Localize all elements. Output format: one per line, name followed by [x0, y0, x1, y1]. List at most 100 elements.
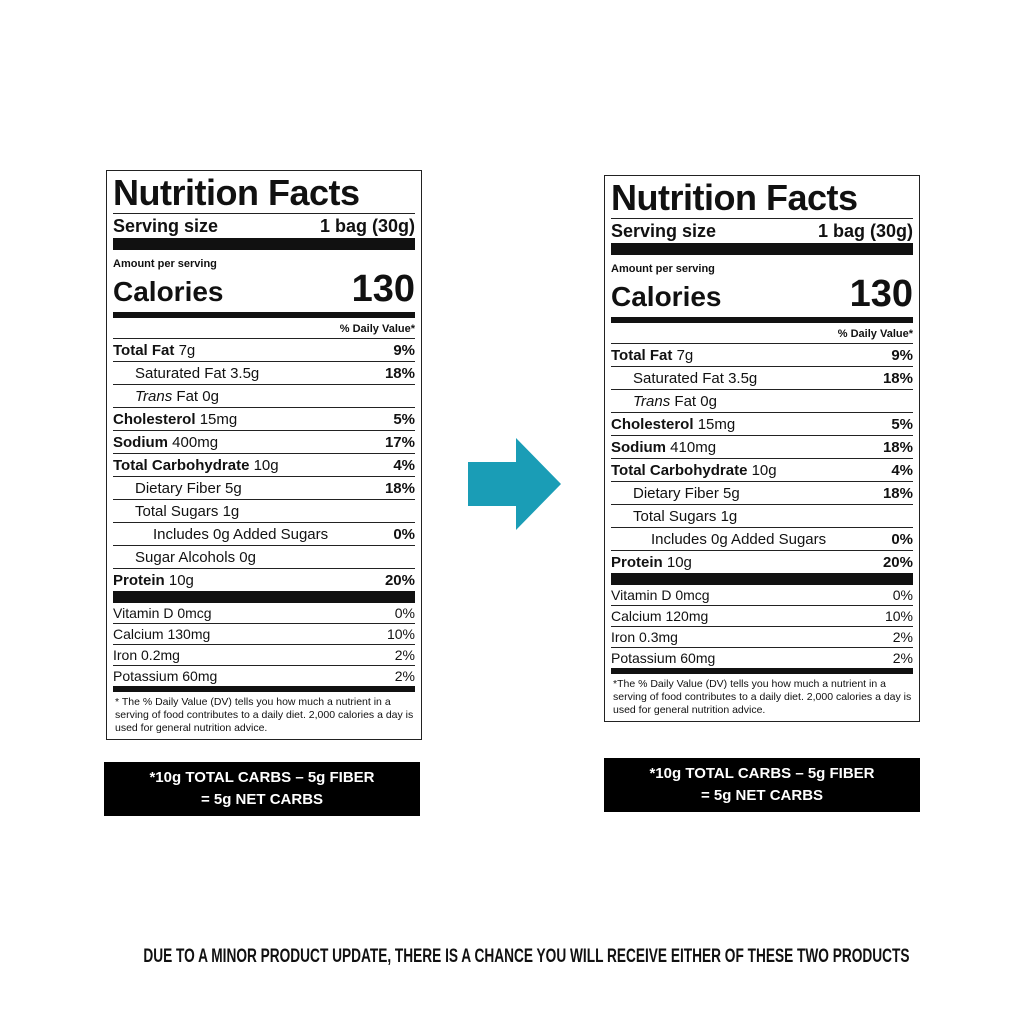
- nutrient-name-group: Sugar Alcohols 0g: [135, 549, 256, 566]
- vitamin-dv: 2%: [394, 668, 415, 684]
- nutrient-row: Trans Fat 0g: [611, 389, 913, 412]
- vitamin-row: Potassium 60mg 2%: [113, 665, 415, 686]
- nutrient-amount: 10g: [751, 461, 777, 479]
- nutrient-name-group: Sodium 410mg: [611, 439, 716, 456]
- net-carbs-line: *10g TOTAL CARBS – 5g FIBER: [649, 765, 875, 782]
- nutrient-dv: 4%: [891, 461, 913, 479]
- nutrient-row: Total Sugars 1g: [113, 499, 415, 522]
- nutrient-name-group: Total Sugars 1g: [633, 508, 737, 525]
- nutrient-name-group: Dietary Fiber 5g: [135, 480, 242, 497]
- nutrient-name: Fat: [674, 392, 697, 410]
- medium-rule: [611, 317, 913, 323]
- serving-label: Serving size: [611, 220, 717, 241]
- vitamin-dv: 10%: [386, 626, 415, 642]
- nutrient-name-group: Total Carbohydrate 10g: [611, 462, 777, 479]
- serving-label: Serving size: [113, 215, 219, 236]
- nutrient-row: Protein 10g 20%: [113, 568, 415, 591]
- nutrient-name: Protein: [113, 571, 165, 589]
- nutrient-row: Protein 10g 20%: [611, 550, 913, 573]
- nutrient-dv: 9%: [891, 346, 913, 364]
- serving-value: 1 bag (30g): [319, 215, 415, 236]
- nutrient-amount: 10g: [168, 571, 194, 589]
- vitamin-row: Iron 0.2mg 2%: [113, 644, 415, 665]
- nutrient-amount: 400mg: [172, 433, 219, 451]
- nutrition-label: Nutrition Facts Serving size 1 bag (30g) Am…: [106, 170, 422, 740]
- nutrient-row: Sodium 410mg 18%: [611, 435, 913, 458]
- amount-per-serving: Amount per serving: [113, 258, 217, 270]
- nutrient-row: Total Sugars 1g: [611, 504, 913, 527]
- nutrient-dv: 20%: [882, 553, 913, 571]
- nutrient-amount: 5g: [225, 479, 242, 497]
- nutrient-dv: 18%: [882, 369, 913, 387]
- nutrient-amount: 0g: [202, 387, 219, 405]
- nutrient-name: Fat: [176, 387, 199, 405]
- nutrient-name: Protein: [611, 553, 663, 571]
- nutrient-dv: 18%: [882, 438, 913, 456]
- nutrient-name-group: Protein 10g: [113, 572, 194, 589]
- nutrient-name: Total Carbohydrate: [113, 456, 250, 474]
- dv-header: % Daily Value*: [339, 323, 415, 335]
- nutrient-dv: 0%: [393, 525, 415, 543]
- nutrient-name-group: Cholesterol 15mg: [113, 411, 237, 428]
- vitamin-row: Vitamin D 0mcg 0%: [611, 585, 913, 605]
- nutrient-row: Total Fat 7g 9%: [611, 343, 913, 366]
- nutrient-row: Cholesterol 15mg 5%: [113, 407, 415, 430]
- nutrient-name-group: Protein 10g: [611, 554, 692, 571]
- calories-value: 130: [849, 273, 913, 315]
- vitamin-row: Vitamin D 0mcg 0%: [113, 603, 415, 623]
- nutrient-name-group: Includes 0g Added Sugars: [153, 526, 328, 543]
- label-title: Nutrition Facts: [611, 177, 858, 218]
- net-carbs-line: = 5g NET CARBS: [200, 791, 324, 808]
- thick-rule: [113, 591, 415, 603]
- vitamin-name: Potassium 60mg: [611, 650, 716, 666]
- nutrient-name: Total Fat: [113, 341, 175, 359]
- nutrient-dv: 18%: [384, 479, 415, 497]
- nutrition-label: Nutrition Facts Serving size 1 bag (30g) Am…: [604, 175, 920, 722]
- nutrient-name: Sugar Alcohols: [135, 548, 236, 566]
- nutrient-amount: 7g: [178, 341, 196, 359]
- nutrient-row: Cholesterol 15mg 5%: [611, 412, 913, 435]
- nutrient-name: Dietary Fiber: [135, 479, 221, 497]
- nutrient-name-group: Sodium 400mg: [113, 434, 218, 451]
- net-carbs-line: = 5g NET CARBS: [700, 787, 824, 804]
- footnote: * The % Daily Value (DV) tells you how m…: [115, 696, 414, 734]
- nutrient-amount: 5g: [723, 484, 740, 502]
- nutrient-amount: 0g: [239, 548, 256, 566]
- nutrient-amount: 1g: [222, 502, 240, 520]
- nutrient-name: Sodium: [113, 433, 168, 451]
- nutrient-name-italic: Trans: [633, 392, 671, 410]
- nutrient-row: Dietary Fiber 5g 18%: [611, 481, 913, 504]
- calories-value: 130: [351, 268, 415, 310]
- nutrient-name-group: Dietary Fiber 5g: [633, 485, 740, 502]
- nutrient-name: Total Sugars: [135, 502, 219, 520]
- nutrient-name-group: Total Sugars 1g: [135, 503, 239, 520]
- nutrient-row: Saturated Fat 3.5g 18%: [113, 361, 415, 384]
- nutrient-name: Cholesterol: [611, 415, 694, 433]
- nutrient-amount: 0g: [700, 392, 717, 410]
- medium-rule: [611, 668, 913, 674]
- nutrient-row: Sugar Alcohols 0g: [113, 545, 415, 568]
- nutrient-row: Total Carbohydrate 10g 4%: [611, 458, 913, 481]
- nutrient-name-group: Total Carbohydrate 10g: [113, 457, 279, 474]
- vitamin-list: Vitamin D 0mcg 0% Calcium 130mg 10% Iron 0.2…: [113, 603, 415, 686]
- nutrient-dv: 18%: [882, 484, 913, 502]
- vitamin-name: Vitamin D 0mcg: [113, 605, 212, 621]
- nutrient-name-group: Trans Fat 0g: [633, 393, 717, 410]
- nutrient-name: Cholesterol: [113, 410, 196, 428]
- nutrient-name: Total Carbohydrate: [611, 461, 748, 479]
- nutrient-name-group: Saturated Fat 3.5g: [135, 365, 259, 382]
- nutrient-name-group: Saturated Fat 3.5g: [633, 370, 757, 387]
- nutrient-amount: 15mg: [199, 410, 238, 428]
- vitamin-dv: 10%: [884, 608, 913, 624]
- nutrient-name: Includes 0g Added Sugars: [651, 530, 827, 548]
- nutrient-dv: 20%: [384, 571, 415, 589]
- nutrient-row: Saturated Fat 3.5g 18%: [611, 366, 913, 389]
- vitamin-dv: 2%: [892, 650, 913, 666]
- nutrient-amount: 15mg: [697, 415, 736, 433]
- serving-value: 1 bag (30g): [817, 220, 913, 241]
- vitamin-dv: 0%: [892, 587, 913, 603]
- nutrient-dv: 9%: [393, 341, 415, 359]
- medium-rule: [113, 312, 415, 318]
- label-title: Nutrition Facts: [113, 172, 360, 213]
